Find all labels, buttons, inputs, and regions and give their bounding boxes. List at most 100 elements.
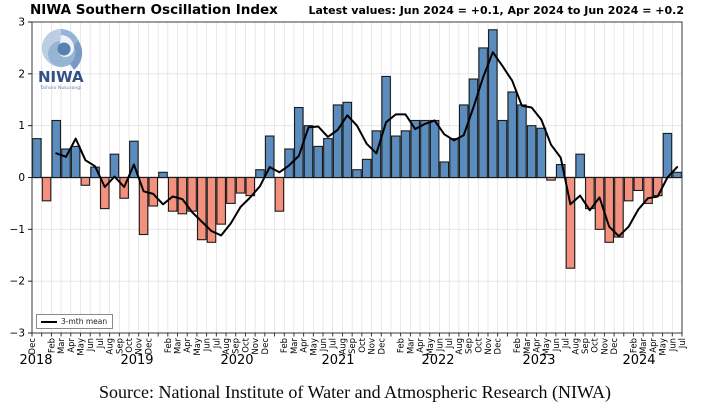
soi-monthly-bar xyxy=(633,176,644,192)
soi-monthly-bar xyxy=(129,140,139,179)
soi-monthly-bar xyxy=(478,47,488,179)
soi-monthly-bar xyxy=(99,176,110,210)
soi-monthly-bar xyxy=(468,78,479,179)
month-tick-label: Nov xyxy=(368,338,378,355)
month-tick-label: Jun xyxy=(668,338,678,352)
soi-monthly-bar xyxy=(400,130,411,179)
month-tick-label: Apr xyxy=(416,338,426,353)
soi-monthly-bar xyxy=(585,176,595,210)
month-tick-label: Jul xyxy=(678,338,688,349)
soi-monthly-bar xyxy=(672,171,682,179)
month-tick-label: Aug xyxy=(338,338,348,355)
soi-monthly-bar xyxy=(109,153,120,179)
year-label: 2020 xyxy=(220,353,253,368)
month-tick-label: Feb xyxy=(397,338,407,353)
soi-monthly-bar xyxy=(662,132,673,179)
year-label: 2024 xyxy=(622,353,655,368)
month-tick-label: Jul xyxy=(445,338,455,349)
month-tick-label: Oct xyxy=(474,337,484,352)
soi-monthly-bar xyxy=(449,138,459,179)
soi-monthly-bar xyxy=(158,171,168,179)
month-tick-label: Jun xyxy=(86,338,96,352)
soi-monthly-bar xyxy=(555,163,566,179)
month-tick-label: Nov xyxy=(484,338,494,355)
soi-monthly-bar xyxy=(32,138,42,179)
year-label: 2023 xyxy=(522,353,555,368)
month-tick-label: Feb xyxy=(513,338,523,353)
month-tick-label: Feb xyxy=(47,338,57,353)
year-label: 2021 xyxy=(321,353,354,368)
soi-monthly-bar xyxy=(226,176,236,204)
month-tick-label: Sep xyxy=(348,338,358,354)
source-attribution: Source: National Institute of Water and … xyxy=(98,382,612,402)
month-tick-label: Dec xyxy=(377,338,387,355)
month-tick-label: May xyxy=(659,338,669,356)
year-label: 2019 xyxy=(120,353,153,368)
y-tick-label: −1 xyxy=(10,224,25,236)
month-tick-label: Jun xyxy=(552,338,562,352)
soi-monthly-bar xyxy=(352,169,362,179)
soi-monthly-bar xyxy=(80,176,91,186)
y-tick-label: −3 xyxy=(10,328,25,340)
month-tick-label: Jul xyxy=(329,338,339,349)
latest-values-annotation: Latest values: Jun 2024 = +0.1, Apr 2024… xyxy=(308,4,684,17)
month-tick-label: May xyxy=(542,338,552,356)
month-tick-label: Aug xyxy=(222,338,232,355)
soi-monthly-bar xyxy=(264,135,275,179)
soi-monthly-bar xyxy=(429,119,440,179)
soi-monthly-bar xyxy=(187,176,197,212)
soi-monthly-bar xyxy=(536,127,547,179)
soi-monthly-bar xyxy=(381,75,391,179)
month-tick-label: Apr xyxy=(67,338,77,353)
soi-monthly-bar xyxy=(51,119,62,179)
legend: 3-mth mean xyxy=(36,314,114,329)
month-tick-label: Sep xyxy=(581,338,591,354)
month-tick-label: Apr xyxy=(300,338,310,353)
month-tick-label: Mar xyxy=(290,338,300,355)
month-tick-label: Jun xyxy=(435,338,445,352)
y-tick-label: −2 xyxy=(10,276,25,288)
soi-monthly-bar xyxy=(420,119,430,179)
soi-monthly-bar xyxy=(604,176,615,243)
soi-monthly-bar xyxy=(206,176,217,243)
soi-monthly-bar xyxy=(274,176,285,212)
soi-monthly-bar xyxy=(61,148,71,179)
month-tick-label: Dec xyxy=(261,338,271,355)
soi-monthly-bar xyxy=(342,101,353,179)
soi-monthly-bar xyxy=(313,145,323,179)
month-tick-label: Mar xyxy=(174,338,184,355)
y-tick-label: 3 xyxy=(18,17,25,29)
soi-monthly-bar xyxy=(148,176,159,207)
month-tick-label: Feb xyxy=(629,338,639,353)
month-tick-label: Mar xyxy=(639,338,649,355)
y-tick-label: 2 xyxy=(18,68,25,80)
soi-monthly-bar xyxy=(41,176,52,202)
month-tick-label: Jul xyxy=(96,338,106,349)
soi-monthly-bar xyxy=(526,125,537,179)
month-tick-label: Feb xyxy=(164,338,174,353)
month-tick-label: Dec xyxy=(28,338,38,355)
month-tick-label: Nov xyxy=(251,338,261,355)
soi-monthly-bar xyxy=(643,176,653,204)
y-tick-label: 1 xyxy=(18,120,25,132)
soi-monthly-bar xyxy=(614,176,624,238)
soi-monthly-bar xyxy=(196,176,207,241)
month-tick-label: Sep xyxy=(232,338,242,354)
legend-label: 3-mth mean xyxy=(61,317,108,326)
month-tick-label: Oct xyxy=(591,337,601,352)
month-tick-label: Sep xyxy=(465,338,475,354)
soi-monthly-bar xyxy=(497,119,508,179)
soi-monthly-bar xyxy=(458,104,469,179)
soi-monthly-bar xyxy=(216,176,226,225)
month-tick-label: Aug xyxy=(106,338,116,355)
month-tick-label: Nov xyxy=(135,338,145,355)
three-month-mean-line xyxy=(55,51,679,238)
soi-monthly-bar xyxy=(293,106,304,179)
month-tick-label: Nov xyxy=(600,338,610,355)
soi-monthly-bar xyxy=(235,176,246,194)
month-tick-label: May xyxy=(193,338,203,356)
soi-monthly-bar xyxy=(546,176,556,181)
year-label: 2022 xyxy=(421,353,454,368)
